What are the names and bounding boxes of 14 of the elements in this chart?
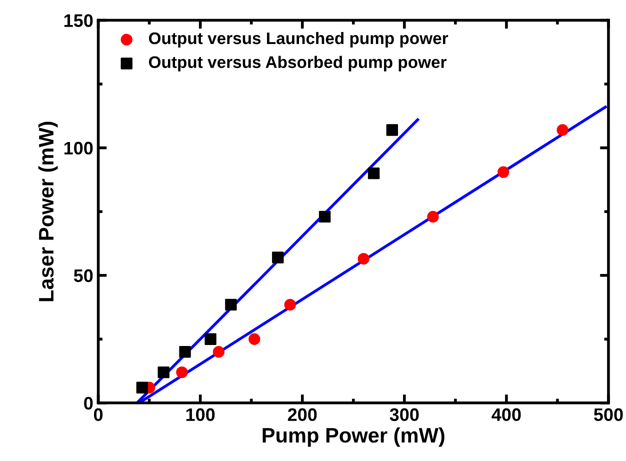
x-tick-label: 500 xyxy=(594,408,623,422)
y-axis-title: Laser Power (mW) xyxy=(38,122,58,302)
legend-label: Output versus Launched pump power xyxy=(148,32,448,48)
y-tick-label: 100 xyxy=(64,142,93,155)
x-tick-label: 400 xyxy=(492,408,521,422)
y-tick-label: 0 xyxy=(84,396,93,410)
y-tick-label: 150 xyxy=(64,14,93,28)
x-tick-label: 0 xyxy=(94,408,103,422)
x-tick-label: 100 xyxy=(186,408,215,422)
y-tick-label: 50 xyxy=(74,269,93,282)
x-tick-label: 300 xyxy=(390,408,419,422)
x-axis-title: Pump Power (mW) xyxy=(262,427,444,447)
x-tick-label: 200 xyxy=(288,408,317,422)
legend-label: Output versus Absorbed pump power xyxy=(148,56,446,72)
